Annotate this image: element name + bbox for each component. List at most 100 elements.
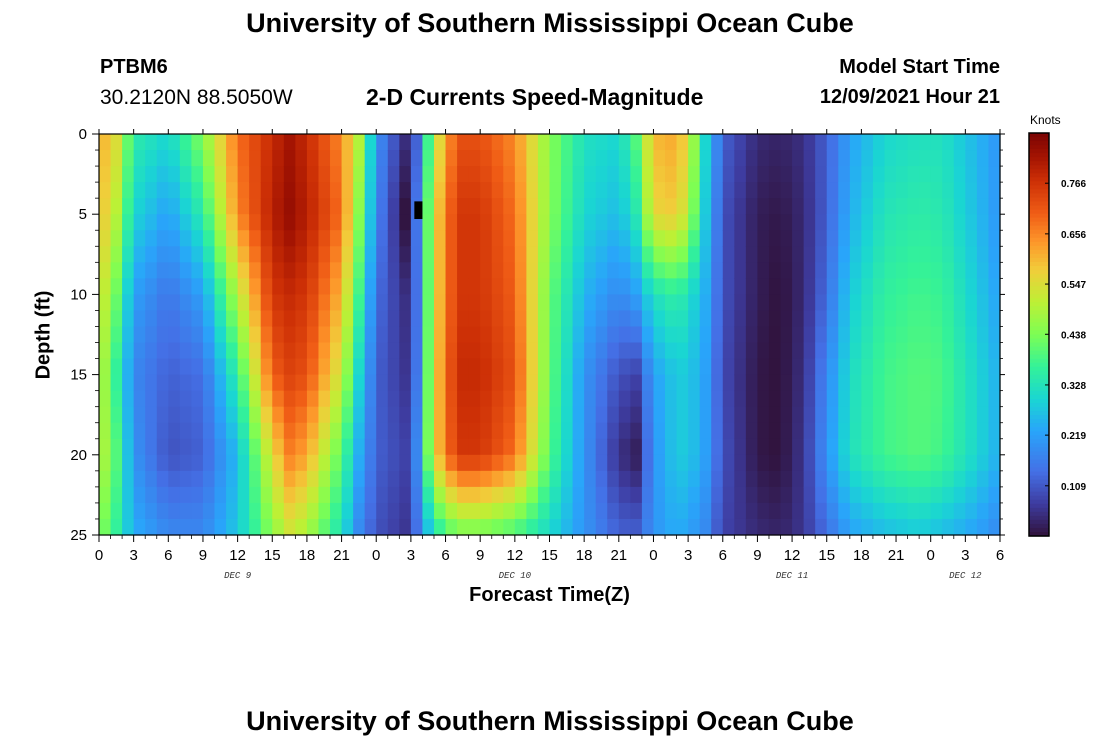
heatmap-cell	[861, 422, 874, 440]
heatmap-cell	[283, 182, 296, 199]
heatmap-cell	[618, 262, 631, 279]
heatmap-cell	[422, 230, 435, 247]
heatmap-cell	[202, 342, 216, 360]
heatmap-cell	[988, 278, 1001, 295]
heatmap-cell	[399, 406, 412, 424]
heatmap-cell	[330, 374, 343, 392]
heatmap-cell	[445, 326, 458, 344]
heatmap-cell	[387, 518, 400, 536]
heatmap-cell	[572, 438, 585, 456]
heatmap-cell	[214, 358, 227, 376]
heatmap-cell	[179, 406, 193, 424]
heatmap-cell	[561, 294, 574, 312]
heatmap-cell	[630, 422, 643, 440]
colorbar-segment	[1029, 507, 1049, 513]
heatmap-cell	[826, 390, 839, 408]
heatmap-cell	[930, 374, 943, 392]
heatmap-cell	[330, 230, 343, 247]
heatmap-cell	[283, 502, 296, 520]
heatmap-cell	[976, 518, 990, 536]
heatmap-cell	[942, 214, 955, 231]
x-tick-label: 0	[649, 547, 657, 564]
heatmap-cell	[145, 278, 158, 295]
heatmap-cell	[641, 198, 655, 215]
heatmap-cell	[711, 518, 724, 536]
colorbar-segment	[1029, 149, 1049, 154]
heatmap-cell	[445, 246, 458, 263]
heatmap-cell	[861, 342, 874, 360]
heatmap-cell	[353, 310, 366, 328]
heatmap-cell	[584, 406, 597, 424]
heatmap-cell	[226, 374, 239, 392]
heatmap-cell	[133, 518, 146, 536]
heatmap-cell	[399, 150, 412, 167]
heatmap-cell	[445, 150, 458, 167]
heatmap-cell	[757, 342, 770, 360]
heatmap-cell	[237, 294, 250, 312]
heatmap-cell	[433, 294, 447, 312]
heatmap-cell	[191, 326, 204, 344]
colorbar-segment	[1029, 531, 1049, 537]
heatmap-cell	[780, 246, 793, 263]
heatmap-cell	[976, 134, 990, 151]
heatmap-cell	[757, 470, 770, 488]
heatmap-cell	[133, 198, 146, 215]
heatmap-cell	[757, 182, 770, 199]
heatmap-cell	[549, 438, 562, 456]
station-coordinates: 30.2120N 88.5050W	[100, 86, 293, 109]
heatmap-cell	[133, 342, 146, 360]
heatmap-cell	[803, 470, 816, 488]
heatmap-cell	[699, 390, 712, 408]
heatmap-cell	[572, 150, 585, 167]
heatmap-cell	[156, 502, 169, 520]
heatmap-cell	[318, 294, 331, 312]
heatmap-cell	[283, 454, 296, 472]
heatmap-cell	[595, 198, 608, 215]
heatmap-cell	[595, 134, 608, 151]
heatmap-cell	[688, 214, 701, 231]
heatmap-cell	[191, 406, 204, 424]
heatmap-cell	[584, 422, 597, 440]
heatmap-cell	[780, 262, 793, 279]
heatmap-cell	[457, 246, 470, 263]
colorbar-segment	[1029, 253, 1049, 259]
heatmap-cell	[410, 278, 424, 295]
heatmap-cell	[722, 406, 735, 424]
heatmap-cell	[214, 326, 227, 344]
colorbar-segment	[1029, 181, 1049, 186]
heatmap-cell	[306, 326, 320, 344]
x-tick-label: 15	[818, 547, 835, 564]
heatmap-cell	[838, 374, 851, 392]
heatmap-cell	[953, 502, 966, 520]
heatmap-cell	[503, 278, 516, 295]
heatmap-cell	[768, 454, 782, 472]
heatmap-cell	[480, 182, 493, 199]
heatmap-cell	[676, 262, 689, 279]
heatmap-cell	[272, 342, 285, 360]
heatmap-cell	[699, 246, 712, 263]
heatmap-cell	[330, 422, 343, 440]
heatmap-cell	[191, 518, 204, 536]
heatmap-cell	[757, 262, 770, 279]
heatmap-cell	[99, 246, 112, 263]
heatmap-cell	[179, 166, 193, 183]
heatmap-cell	[584, 390, 597, 408]
heatmap-cell	[318, 326, 331, 344]
heatmap-cell	[861, 150, 874, 167]
heatmap-cell	[168, 134, 181, 151]
heatmap-cell	[815, 230, 828, 247]
heatmap-cell	[665, 406, 678, 424]
heatmap-cell	[514, 294, 527, 312]
heatmap-cell	[122, 246, 135, 263]
heatmap-cell	[168, 150, 181, 167]
heatmap-cell	[457, 134, 470, 151]
heatmap-cell	[306, 150, 320, 167]
heatmap-cell	[122, 230, 135, 247]
heatmap-cell	[676, 134, 689, 151]
colorbar-segment	[1029, 298, 1049, 303]
heatmap-cell	[122, 198, 135, 215]
heatmap-cell	[826, 150, 839, 167]
heatmap-cell	[179, 214, 193, 231]
heatmap-cell	[792, 374, 805, 392]
heatmap-cell	[237, 182, 250, 199]
